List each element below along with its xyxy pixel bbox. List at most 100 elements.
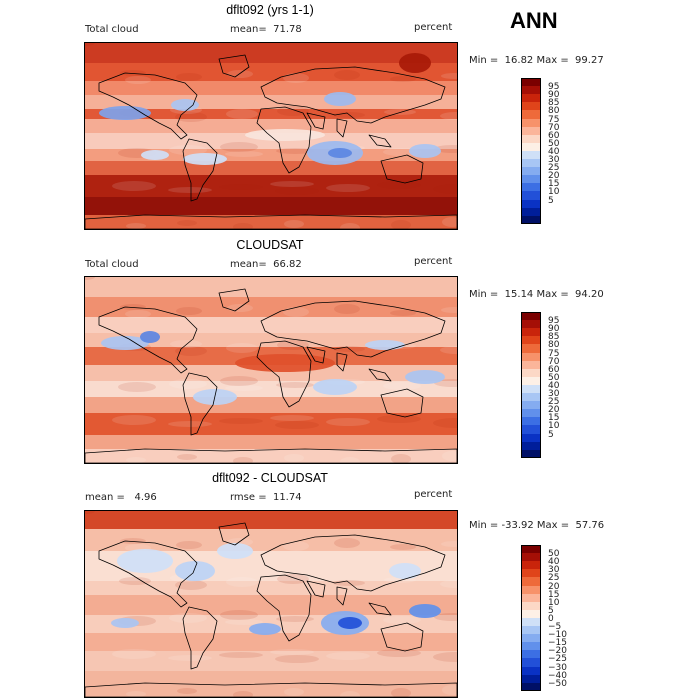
field-band bbox=[85, 63, 457, 81]
field-texture bbox=[226, 109, 258, 119]
field-texture bbox=[334, 538, 360, 548]
coastline bbox=[380, 622, 424, 652]
field-texture bbox=[276, 616, 314, 622]
field-band bbox=[85, 365, 457, 381]
colorbar-tick-label: 30 bbox=[548, 155, 560, 165]
colorbar-tick-label: 5 bbox=[548, 429, 554, 440]
field-band bbox=[85, 197, 457, 215]
panel-mean-label: mean= 71.78 bbox=[230, 24, 302, 35]
coastline bbox=[256, 340, 312, 408]
colorbar-tick-label: 50 bbox=[548, 372, 560, 383]
colorbar-tick-label: 10 bbox=[548, 597, 560, 608]
colorbar-tick-label: 25 bbox=[548, 573, 560, 584]
field-texture bbox=[85, 511, 95, 514]
coastline bbox=[218, 54, 250, 78]
field-texture bbox=[227, 304, 253, 312]
coastline bbox=[306, 346, 348, 372]
colorbar-tick-label: 40 bbox=[548, 380, 560, 391]
field-texture bbox=[226, 343, 258, 353]
coastline bbox=[182, 606, 218, 670]
field-anomaly bbox=[183, 153, 227, 165]
colorbar-tick-label: 20 bbox=[548, 581, 560, 592]
season-label: ANN bbox=[510, 8, 558, 33]
field-anomaly bbox=[399, 53, 431, 73]
field-texture bbox=[225, 151, 263, 157]
colorbar-tick-label: 80 bbox=[548, 340, 560, 351]
field-band bbox=[85, 651, 457, 671]
field-anomaly bbox=[175, 561, 215, 581]
field-texture bbox=[225, 385, 263, 391]
field-texture bbox=[126, 223, 146, 229]
coastline bbox=[218, 288, 250, 312]
field-texture bbox=[390, 76, 416, 82]
coastline bbox=[98, 306, 198, 374]
field-band bbox=[85, 215, 457, 229]
coastline bbox=[380, 154, 424, 184]
field-band bbox=[85, 161, 457, 175]
field-texture bbox=[233, 457, 253, 463]
colorbar-tick-label: −10 bbox=[548, 630, 567, 641]
field-texture bbox=[434, 613, 457, 621]
field-band bbox=[85, 317, 457, 333]
field-texture bbox=[112, 415, 156, 425]
colorbar-frame bbox=[521, 78, 541, 224]
panel-title: dflt092 - CLOUDSAT bbox=[212, 471, 328, 485]
panel-units-label: percent bbox=[414, 22, 453, 33]
colorbar-tick-label: 70 bbox=[548, 356, 560, 367]
colorbar-tick-label: 80 bbox=[548, 106, 560, 117]
colorbar-tick-label: 85 bbox=[548, 98, 560, 109]
field-band bbox=[85, 149, 457, 161]
field-anomaly bbox=[365, 340, 405, 350]
field-texture bbox=[176, 307, 202, 315]
field-texture bbox=[275, 421, 319, 429]
panel-mean-label: mean= 66.82 bbox=[230, 259, 302, 270]
field-anomaly bbox=[249, 623, 281, 635]
field-texture bbox=[275, 655, 319, 663]
field-texture bbox=[284, 454, 304, 462]
colorbar-tick-label: 25 bbox=[548, 163, 560, 174]
panel-title: dflt092 (yrs 1-1) bbox=[226, 3, 314, 17]
panel-units-label: percent bbox=[414, 256, 453, 267]
field-anomaly bbox=[245, 129, 325, 141]
field-band bbox=[85, 633, 457, 651]
field-texture bbox=[391, 688, 411, 697]
field-texture bbox=[277, 340, 309, 350]
colorbar-tick-label: 25 bbox=[548, 397, 560, 408]
panel-minmax-label: Min = 15.14 Max = 94.20 bbox=[469, 289, 604, 300]
field-texture bbox=[176, 541, 202, 549]
field-texture bbox=[441, 541, 457, 547]
field-texture bbox=[391, 454, 411, 463]
field-texture bbox=[85, 43, 95, 46]
field-texture bbox=[440, 580, 457, 588]
colorbar-tick-label: −15 bbox=[548, 638, 567, 649]
coastline bbox=[368, 602, 392, 616]
field-texture bbox=[440, 346, 457, 354]
colorbar-tick-label: 90 bbox=[548, 90, 560, 101]
field-texture bbox=[283, 73, 309, 83]
field-texture bbox=[433, 652, 457, 662]
field-texture bbox=[276, 382, 314, 388]
field-texture bbox=[169, 145, 207, 155]
field-texture bbox=[120, 70, 146, 76]
field-texture bbox=[119, 577, 151, 585]
field-texture bbox=[226, 577, 258, 587]
field-texture bbox=[126, 691, 146, 697]
panel-variable-label: Total cloud bbox=[85, 24, 139, 35]
field-texture bbox=[340, 691, 360, 697]
coastline bbox=[182, 372, 218, 436]
field-texture bbox=[442, 451, 457, 461]
field-texture bbox=[275, 187, 319, 195]
field-texture bbox=[340, 457, 360, 463]
panel-variable-label: Total cloud bbox=[85, 259, 139, 270]
colorbar-tick-label: 90 bbox=[548, 324, 560, 335]
field-texture bbox=[383, 382, 421, 390]
field-texture bbox=[440, 112, 457, 120]
field-texture bbox=[276, 148, 314, 154]
coastline bbox=[260, 300, 446, 358]
field-texture bbox=[120, 304, 146, 310]
panel-minmax-label: Min = 16.82 Max = 99.27 bbox=[469, 55, 604, 66]
coastline bbox=[85, 448, 457, 463]
field-anomaly bbox=[313, 379, 357, 395]
field-texture bbox=[170, 340, 202, 348]
coastline bbox=[85, 682, 457, 697]
